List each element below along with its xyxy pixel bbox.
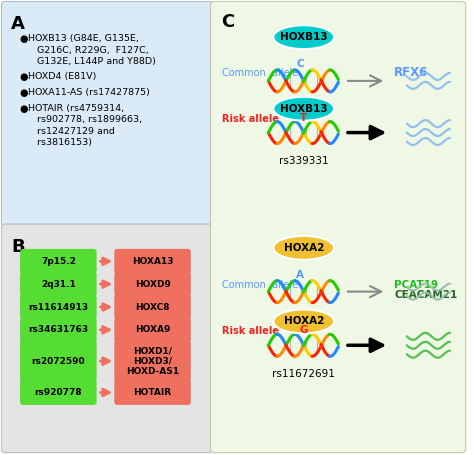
FancyBboxPatch shape	[114, 249, 191, 274]
Ellipse shape	[273, 236, 334, 260]
FancyBboxPatch shape	[20, 249, 97, 274]
Text: Risk allele: Risk allele	[222, 326, 279, 336]
Text: ●: ●	[19, 34, 27, 44]
FancyBboxPatch shape	[114, 380, 191, 405]
Text: rs339331: rs339331	[279, 157, 328, 167]
Text: rs11614913: rs11614913	[28, 303, 88, 312]
Text: HOXD1/
HOXD3/
HOXD-AS1: HOXD1/ HOXD3/ HOXD-AS1	[126, 346, 179, 376]
FancyBboxPatch shape	[20, 294, 97, 319]
FancyBboxPatch shape	[114, 340, 191, 382]
Text: C: C	[296, 59, 304, 69]
Text: Common  allele: Common allele	[222, 68, 299, 78]
Text: A: A	[296, 270, 304, 280]
Text: HOXA9: HOXA9	[135, 325, 170, 334]
Text: HOXC8: HOXC8	[135, 303, 170, 312]
Text: G: G	[300, 325, 308, 335]
FancyBboxPatch shape	[210, 1, 466, 453]
Text: HOXB13: HOXB13	[280, 32, 328, 42]
Text: ●: ●	[19, 88, 27, 98]
Text: HOXB13 (G84E, G135E,
   G216C, R229G,  F127C,
   G132E, L144P and Y88D): HOXB13 (G84E, G135E, G216C, R229G, F127C…	[28, 34, 156, 66]
Text: HOXD9: HOXD9	[135, 280, 171, 288]
Text: 7p15.2: 7p15.2	[41, 257, 76, 266]
FancyBboxPatch shape	[114, 318, 191, 342]
Text: HOXA13: HOXA13	[132, 257, 173, 266]
FancyBboxPatch shape	[1, 224, 212, 453]
FancyBboxPatch shape	[20, 380, 97, 405]
Text: rs11672691: rs11672691	[272, 369, 335, 379]
FancyBboxPatch shape	[20, 340, 97, 382]
FancyBboxPatch shape	[20, 318, 97, 342]
Text: HOXB13: HOXB13	[280, 104, 328, 114]
Text: rs920778: rs920778	[35, 388, 82, 397]
Text: ●: ●	[19, 104, 27, 114]
Text: A: A	[11, 15, 25, 33]
Text: PCAT19: PCAT19	[394, 280, 438, 290]
Ellipse shape	[273, 309, 334, 334]
FancyBboxPatch shape	[114, 272, 191, 297]
Text: ●: ●	[19, 72, 27, 82]
Text: HOXA11-AS (rs17427875): HOXA11-AS (rs17427875)	[28, 88, 150, 97]
FancyBboxPatch shape	[114, 294, 191, 319]
Text: T: T	[300, 113, 307, 123]
Text: 2q31.1: 2q31.1	[41, 280, 76, 288]
Text: Risk allele: Risk allele	[222, 114, 279, 124]
Ellipse shape	[273, 25, 334, 49]
Text: RFX6: RFX6	[394, 66, 428, 80]
Text: HOXA2: HOXA2	[283, 316, 324, 326]
Text: C: C	[221, 13, 235, 31]
FancyBboxPatch shape	[20, 272, 97, 297]
Text: Common  allele: Common allele	[222, 280, 299, 290]
Text: HOTAIR: HOTAIR	[134, 388, 172, 397]
Text: rs2072590: rs2072590	[31, 357, 85, 366]
Text: HOTAIR (rs4759314,
   rs902778, rs1899663,
   rs12427129 and
   rs3816153): HOTAIR (rs4759314, rs902778, rs1899663, …	[28, 104, 142, 147]
Ellipse shape	[273, 97, 334, 121]
Text: CEACAM21: CEACAM21	[394, 289, 457, 299]
Text: B: B	[11, 238, 25, 256]
FancyBboxPatch shape	[1, 1, 212, 226]
Text: HOXD4 (E81V): HOXD4 (E81V)	[28, 72, 96, 81]
Text: rs34631763: rs34631763	[28, 325, 88, 334]
Text: HOXA2: HOXA2	[283, 243, 324, 253]
